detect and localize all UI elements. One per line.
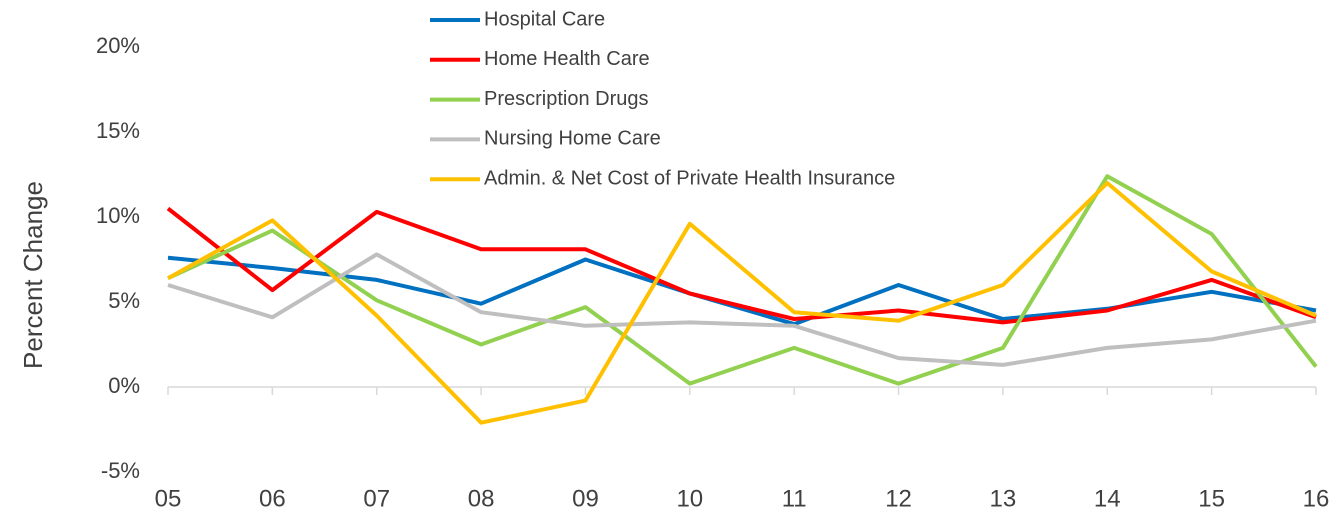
y-tick-label: 20% <box>96 33 140 58</box>
x-tick-label: 09 <box>572 485 599 512</box>
y-tick-label: 10% <box>96 203 140 228</box>
y-tick-label: 15% <box>96 118 140 143</box>
x-tick-label: 15 <box>1198 485 1225 512</box>
series-line <box>167 174 1318 386</box>
x-tick-label: 06 <box>259 485 286 512</box>
legend-label: Home Health Care <box>484 48 650 70</box>
x-tick-label: 13 <box>990 485 1017 512</box>
series-line <box>167 181 1317 425</box>
x-tick-label: 07 <box>363 485 390 512</box>
x-tick-label: 11 <box>782 485 807 512</box>
legend-label: Nursing Home Care <box>484 128 661 150</box>
x-tick-label: 16 <box>1303 485 1330 512</box>
y-axis-label: Percent Change <box>18 181 48 369</box>
x-tick-label: 12 <box>885 485 912 512</box>
x-tick-label: 10 <box>676 485 703 512</box>
y-tick-label: -5% <box>101 458 140 483</box>
legend-label: Prescription Drugs <box>484 88 649 110</box>
series-line <box>166 206 1317 325</box>
y-tick-label: 0% <box>108 373 140 398</box>
series-line <box>167 252 1317 367</box>
legend-label: Admin. & Net Cost of Private Health Insu… <box>484 167 895 189</box>
x-tick-label: 08 <box>468 485 495 512</box>
legend-label: Hospital Care <box>484 8 605 30</box>
x-tick-label: 05 <box>155 485 182 512</box>
y-tick-label: 5% <box>108 288 140 313</box>
x-tick-label: 14 <box>1094 485 1121 512</box>
